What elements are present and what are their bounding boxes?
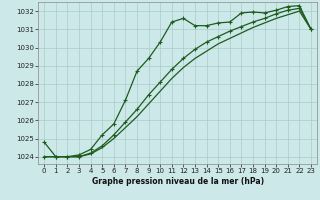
X-axis label: Graphe pression niveau de la mer (hPa): Graphe pression niveau de la mer (hPa) <box>92 177 264 186</box>
